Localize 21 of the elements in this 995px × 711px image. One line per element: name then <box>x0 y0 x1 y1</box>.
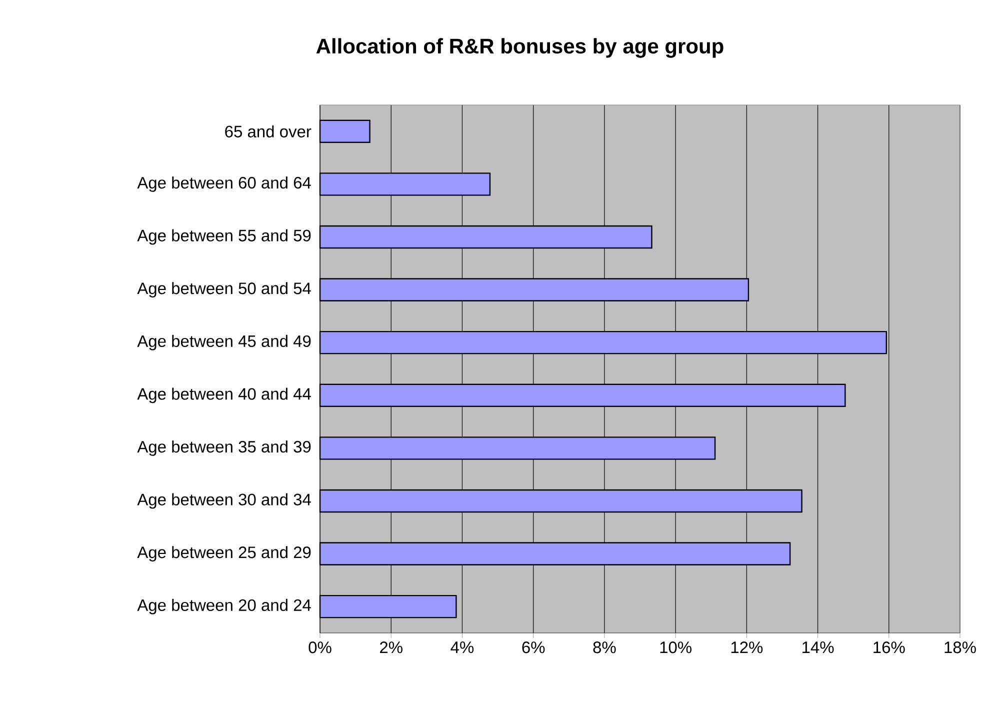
y-tick-label: Age between 20 and 24 <box>137 598 311 614</box>
y-tick-label: Age between 25 and 29 <box>137 546 311 562</box>
x-tick-label: 2% <box>380 642 402 654</box>
y-tick-label: Age between 50 and 54 <box>137 282 311 298</box>
y-tick-label: Age between 35 and 39 <box>137 440 311 456</box>
x-tick-label: 12% <box>731 642 763 654</box>
x-tick-label: 18% <box>944 642 976 654</box>
y-tick-label: Age between 55 and 59 <box>137 229 311 245</box>
x-tick-label: 0% <box>308 642 332 654</box>
y-tick-label: 65 and over <box>225 125 312 138</box>
y-tick-label: Age between 40 and 44 <box>137 388 311 404</box>
y-tick-label: Age between 60 and 64 <box>137 176 311 192</box>
x-tick-label: 8% <box>593 642 616 654</box>
x-tick-label: 10% <box>660 642 692 654</box>
x-tick-label: 16% <box>874 642 905 654</box>
x-tick-label: 6% <box>522 642 545 654</box>
y-tick-label: Age between 45 and 49 <box>137 334 311 350</box>
x-tick-label: 14% <box>802 642 834 654</box>
x-tick-label: 4% <box>450 642 474 654</box>
chart-title: Allocation of R&R bonuses by age group <box>316 38 724 58</box>
y-tick-label: Age between 30 and 34 <box>137 493 311 509</box>
